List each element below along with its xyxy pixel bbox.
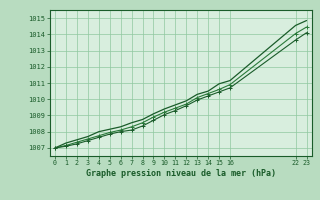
X-axis label: Graphe pression niveau de la mer (hPa): Graphe pression niveau de la mer (hPa) (86, 169, 276, 178)
